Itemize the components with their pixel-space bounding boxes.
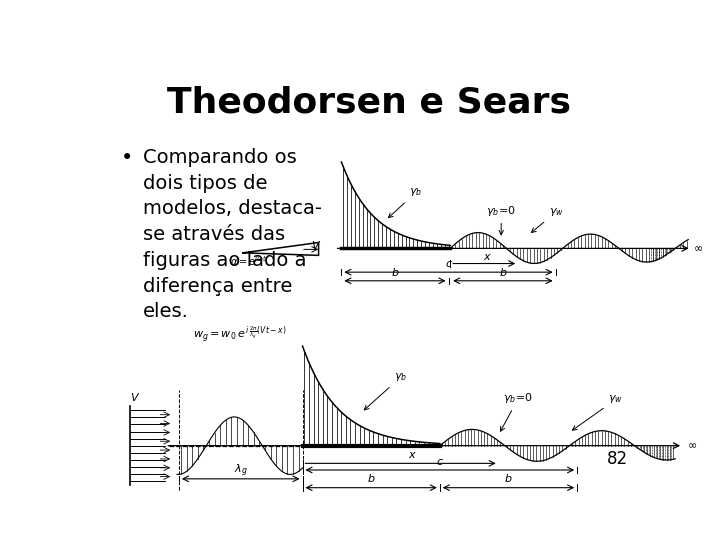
Text: $\gamma_w$: $\gamma_w$ [531,206,564,233]
Text: $\alpha = e^{j\omega t}$: $\alpha = e^{j\omega t}$ [230,254,268,268]
Text: $x$: $x$ [483,252,492,262]
Text: •: • [121,148,133,168]
Text: $c$: $c$ [444,259,452,269]
Text: $x$: $x$ [408,450,417,461]
Text: $\lambda_g$: $\lambda_g$ [234,463,248,479]
Text: $V$: $V$ [311,239,321,252]
Text: $w_g = w_0\, e^{\,i\,\frac{2\pi}{\lambda_g}(Vt-x)}$: $w_g = w_0\, e^{\,i\,\frac{2\pi}{\lambda… [193,325,287,346]
Text: $\gamma_b$: $\gamma_b$ [364,372,407,410]
Text: $b$: $b$ [504,472,513,484]
Text: $\gamma_b$: $\gamma_b$ [389,186,423,218]
Text: $c$: $c$ [436,457,444,467]
Text: Comparando os
dois tipos de
modelos, destaca-
se através das
figuras ao lado a
d: Comparando os dois tipos de modelos, des… [143,148,322,321]
Text: $V$: $V$ [130,392,140,403]
Text: $b$: $b$ [499,266,507,278]
Text: $\infty$: $\infty$ [687,441,697,451]
Text: $\gamma_w$: $\gamma_w$ [572,394,624,430]
Text: $\infty$: $\infty$ [693,244,703,253]
Text: $\gamma_b\!=\!0$: $\gamma_b\!=\!0$ [500,392,534,431]
Text: $b$: $b$ [390,266,399,278]
Text: $b$: $b$ [367,472,375,484]
Text: 82: 82 [608,450,629,468]
Text: Theodorsen e Sears: Theodorsen e Sears [167,85,571,119]
Text: $\gamma_b\!=\!0$: $\gamma_b\!=\!0$ [486,204,516,235]
